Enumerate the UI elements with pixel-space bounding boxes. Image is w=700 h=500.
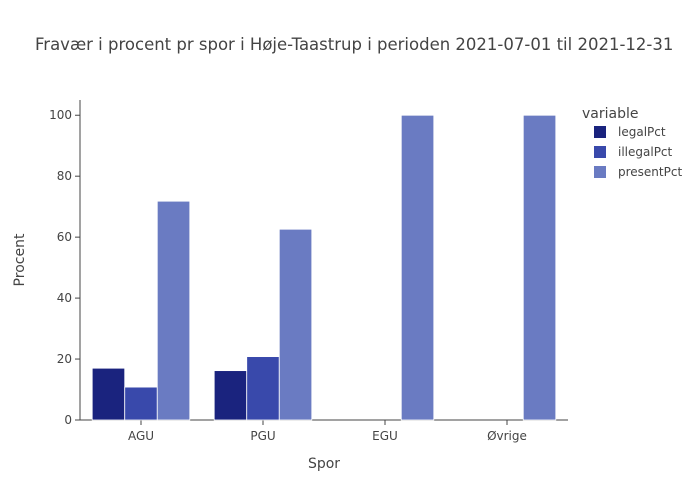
y-tick-label: 80: [57, 169, 72, 183]
y-axis-label: Procent: [12, 233, 28, 286]
legend-swatch-illegalPct[interactable]: [594, 146, 606, 158]
x-tick-label: EGU: [372, 429, 398, 443]
plot-area: 0 20 40 60 80 100 AGU PGU EGU Øvrige: [49, 100, 568, 443]
y-tick-label: 0: [64, 413, 72, 427]
y-tick-label: 60: [57, 230, 72, 244]
legend: variable legalPct illegalPct presentPct: [582, 106, 682, 179]
y-tick-label: 20: [57, 352, 72, 366]
x-tick-label: PGU: [250, 429, 275, 443]
bar-illegalPct-0[interactable]: [124, 386, 158, 421]
y-tick-label: 40: [57, 291, 72, 305]
bar-presentPct-0[interactable]: [156, 200, 191, 421]
legend-label-presentPct[interactable]: presentPct: [618, 165, 682, 179]
bar-illegalPct-1[interactable]: [246, 356, 280, 421]
x-tick-label: Øvrige: [487, 429, 527, 443]
y-tick-label: 100: [49, 108, 72, 122]
legend-swatch-legalPct[interactable]: [594, 126, 606, 138]
legend-label-illegalPct[interactable]: illegalPct: [618, 145, 673, 159]
bar-presentPct-2[interactable]: [400, 114, 435, 421]
bar-presentPct-1[interactable]: [278, 228, 313, 421]
legend-title: variable: [582, 106, 638, 122]
x-axis-label: Spor: [308, 456, 340, 472]
legend-label-legalPct[interactable]: legalPct: [618, 125, 666, 139]
x-tick-label: AGU: [128, 429, 154, 443]
bar-legalPct-0[interactable]: [91, 367, 126, 421]
chart-title: Fravær i procent pr spor i Høje-Taastrup…: [35, 35, 673, 54]
bar-legalPct-1[interactable]: [213, 370, 248, 421]
bar-presentPct-3[interactable]: [522, 114, 557, 421]
legend-swatch-presentPct[interactable]: [594, 166, 606, 178]
